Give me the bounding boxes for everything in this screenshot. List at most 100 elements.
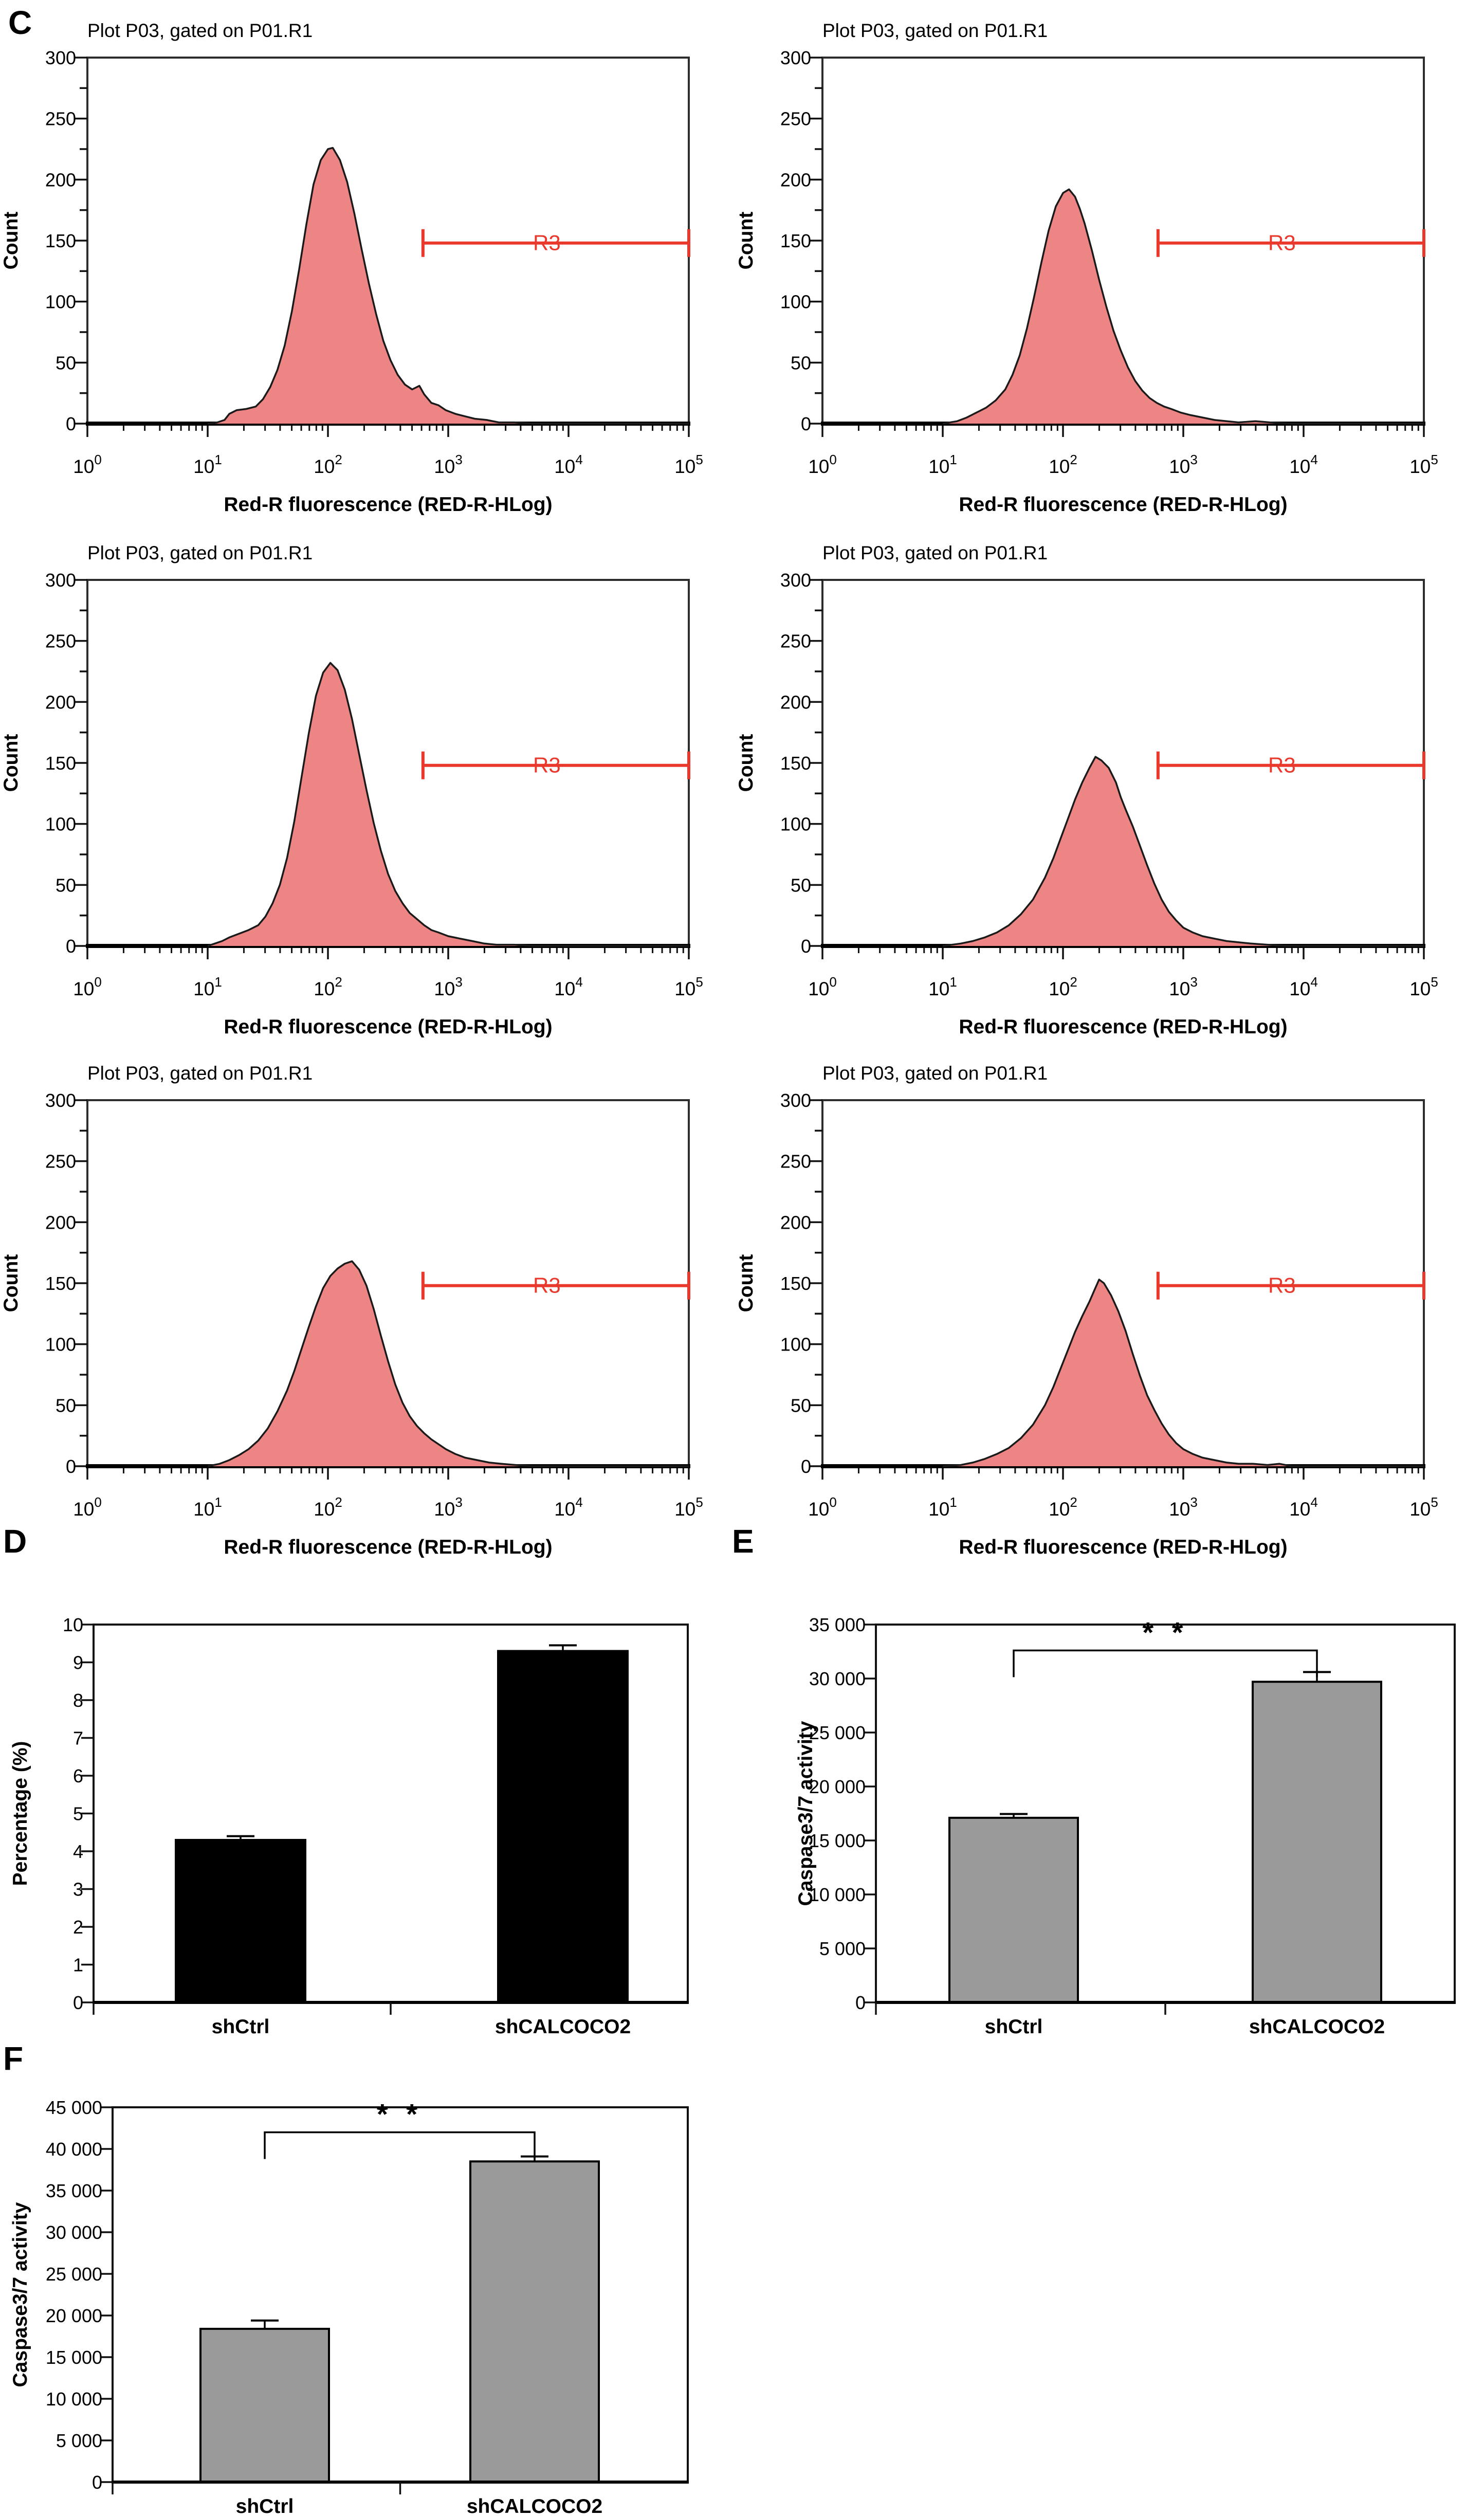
plot-title: Plot P03, gated on P01.R1 — [87, 542, 313, 563]
histogram-outline — [942, 756, 1424, 947]
x-axis-label: Red-R fluorescence (RED-R-HLog) — [959, 494, 1287, 516]
y-tick-label: 10 — [63, 1614, 83, 1635]
x-tick-label: 100 — [73, 1494, 102, 1520]
x-axis-label: Red-R fluorescence (RED-R-HLog) — [959, 1016, 1287, 1038]
x-tick-label: 101 — [193, 974, 222, 999]
x-tick-label: 102 — [314, 974, 342, 999]
y-tick-label: 100 — [780, 814, 811, 835]
significance-bracket — [1013, 1649, 1318, 1678]
x-tick-label: 104 — [554, 974, 583, 999]
y-tick-label: 5 — [73, 1803, 83, 1825]
y-tick-label: 2 — [73, 1917, 83, 1938]
x-tick-label: 104 — [1289, 974, 1318, 999]
plot-title: Plot P03, gated on P01.R1 — [87, 1063, 313, 1084]
y-tick-label: 0 — [92, 2472, 102, 2493]
gate-label: R3 — [1268, 1273, 1296, 1298]
y-tick-label: 35 000 — [809, 1614, 866, 1635]
x-tick-label: 105 — [1409, 1494, 1438, 1520]
plot-title: Plot P03, gated on P01.R1 — [822, 1063, 1048, 1084]
flow-plot-top-right: Plot P03, gated on P01.R1 Count 0 50 100 150 2… — [735, 20, 1438, 516]
y-tick-label: 200 — [45, 691, 76, 713]
histogram-outline — [942, 1279, 1424, 1467]
x-tick-label: 105 — [674, 974, 703, 999]
histogram-outline — [207, 147, 689, 425]
category-label: shCALCOCO2 — [467, 2495, 602, 2516]
bar-chart-panel-e: 0 5 000 10 000 15 000 20 000 25 000 30 000 35 0… — [795, 1614, 1456, 2038]
histogram-area — [943, 757, 1424, 946]
y-axis-label: Count — [735, 1254, 757, 1312]
x-axis-label: Red-R fluorescence (RED-R-HLog) — [224, 1536, 552, 1558]
y-tick-label: 150 — [45, 230, 76, 251]
category-label: shCtrl — [212, 2016, 270, 2038]
y-tick-label: 250 — [780, 631, 811, 652]
bar — [1252, 1681, 1382, 2003]
y-tick-label: 300 — [780, 47, 811, 68]
y-tick-label: 20 000 — [809, 1776, 866, 1797]
y-tick-label: 0 — [66, 413, 76, 434]
y-tick-label: 0 — [66, 1456, 76, 1477]
y-axis-label: Caspase3/7 activity — [9, 2202, 31, 2387]
y-tick-label: 100 — [45, 291, 76, 313]
y-tick-label: 300 — [780, 1090, 811, 1111]
x-axis-label: Red-R fluorescence (RED-R-HLog) — [959, 1536, 1287, 1558]
histogram-area — [208, 1261, 689, 1466]
y-tick-label: 15 000 — [46, 2347, 102, 2368]
x-tick-label: 105 — [1409, 452, 1438, 477]
flow-plot-bottom-right: Plot P03, gated on P01.R1 Count 0 50 100 150 2… — [735, 1063, 1438, 1558]
plot-title: Plot P03, gated on P01.R1 — [87, 20, 313, 41]
x-tick-label: 104 — [1289, 1494, 1318, 1520]
x-tick-label: 102 — [1049, 452, 1077, 477]
y-tick-label: 50 — [56, 874, 76, 896]
x-tick-label: 101 — [928, 974, 957, 999]
y-tick-label: 0 — [855, 1992, 866, 2013]
histogram-area — [208, 148, 689, 424]
y-tick-label: 0 — [73, 1992, 83, 2013]
y-tick-label: 100 — [780, 1334, 811, 1355]
x-axis-label: Red-R fluorescence (RED-R-HLog) — [224, 494, 552, 516]
y-axis-label: Caspase3/7 activity — [795, 1721, 817, 1906]
y-tick-label: 50 — [791, 874, 811, 896]
y-tick-label: 0 — [66, 936, 76, 957]
bar — [175, 1838, 306, 2003]
y-tick-label: 1 — [73, 1955, 83, 1976]
y-tick-label: 25 000 — [809, 1722, 866, 1743]
x-tick-label: 103 — [1169, 452, 1198, 477]
category-label: shCALCOCO2 — [495, 2016, 631, 2038]
y-axis-label: Count — [0, 212, 22, 270]
x-tick-label: 101 — [193, 1494, 222, 1520]
y-tick-label: 250 — [45, 1151, 76, 1172]
panel-label-d: D — [3, 1523, 27, 1560]
x-tick-label: 104 — [554, 1494, 583, 1520]
category-label: shCtrl — [985, 2016, 1043, 2038]
y-tick-label: 200 — [780, 169, 811, 190]
gate-label: R3 — [1268, 231, 1296, 255]
y-axis-label: Count — [735, 212, 757, 270]
histogram-area — [208, 663, 689, 946]
histogram-outline — [207, 662, 689, 947]
plot-title: Plot P03, gated on P01.R1 — [822, 542, 1048, 563]
significance-bracket — [264, 2131, 536, 2159]
x-tick-label: 101 — [928, 452, 957, 477]
y-tick-label: 0 — [801, 413, 811, 434]
x-tick-label: 103 — [1169, 974, 1198, 999]
panel-label-c: C — [8, 4, 32, 41]
y-tick-label: 100 — [45, 1334, 76, 1355]
category-label: shCALCOCO2 — [1249, 2016, 1385, 2038]
x-tick-label: 100 — [808, 452, 837, 477]
y-tick-label: 200 — [780, 1212, 811, 1233]
flow-plot-middle-left: Plot P03, gated on P01.R1 Count 0 50 100 150 2… — [0, 542, 703, 1038]
y-axis-label: Count — [735, 734, 757, 792]
histogram-area — [943, 1279, 1424, 1466]
y-tick-label: 25 000 — [46, 2264, 102, 2285]
y-tick-label: 8 — [73, 1690, 83, 1711]
y-tick-label: 300 — [780, 570, 811, 591]
y-tick-label: 50 — [56, 352, 76, 373]
x-tick-label: 105 — [674, 1494, 703, 1520]
y-tick-label: 150 — [780, 1273, 811, 1294]
y-tick-label: 5 000 — [56, 2430, 102, 2451]
y-tick-label: 200 — [45, 1212, 76, 1233]
y-tick-label: 45 000 — [46, 2097, 102, 2118]
y-tick-label: 50 — [56, 1395, 76, 1416]
x-tick-label: 102 — [1049, 1494, 1077, 1520]
